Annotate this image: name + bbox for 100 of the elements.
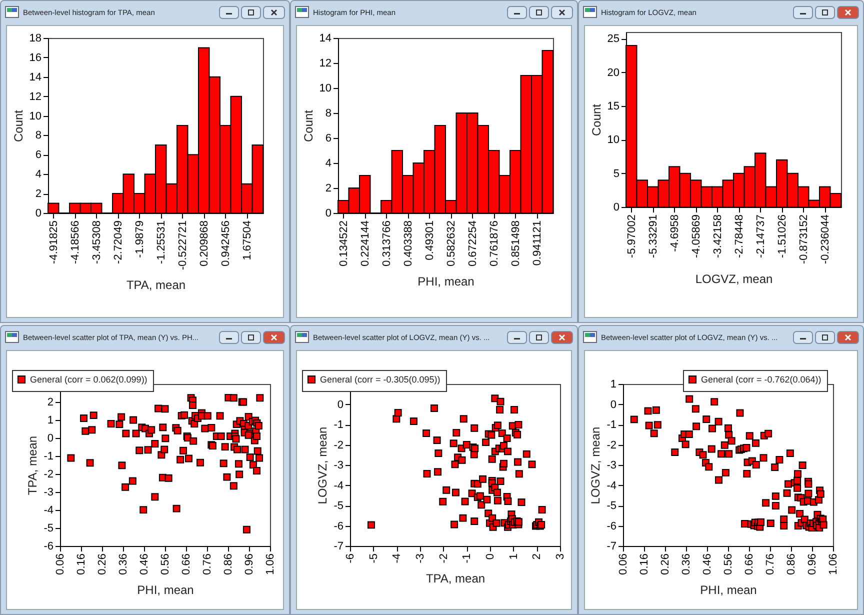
x-tick-label: 0.582632	[445, 220, 458, 266]
x-tick-label: 1.06	[264, 554, 276, 575]
x-tick-label: 0.403388	[402, 220, 414, 266]
y-tick-label: -7	[334, 540, 344, 552]
y-tick-label: 10	[29, 110, 42, 122]
x-tick-label: 0.761876	[488, 220, 500, 266]
y-tick-label: 16	[29, 52, 42, 64]
x-axis-title: PHI, mean	[700, 582, 757, 597]
legend-label: General (corr = -0.762(0.064))	[701, 374, 822, 384]
y-tick-label: 2	[35, 188, 42, 200]
y-tick-label: 8	[325, 108, 332, 120]
x-tick-label: 0.49301	[424, 220, 436, 260]
x-tick-label: -0.873152	[798, 214, 810, 264]
x-tick-label: -0.522721	[176, 220, 189, 270]
x-tick-label: -4.05869	[690, 214, 702, 258]
y-tick-label: 2	[47, 396, 54, 408]
x-tick-label: -5.33291	[647, 214, 660, 258]
y-tick-label: -3	[606, 460, 616, 472]
x-tick-label: 0.16	[76, 554, 88, 575]
y-axis-title: Count	[589, 103, 604, 136]
y-tick-label: -5	[44, 522, 54, 534]
x-tick-label: 0.06	[618, 554, 630, 575]
x-tick-label: 0.76	[764, 554, 776, 575]
x-tick-label: 0.56	[160, 554, 172, 575]
y-tick-label: 1	[47, 414, 54, 426]
y-tick-label: 0	[47, 432, 54, 444]
y-tick-label: -3	[334, 460, 344, 472]
x-tick-label: 2	[531, 554, 544, 560]
y-axis-title: TPA, mean	[26, 436, 40, 496]
x-tick-label: -4	[391, 554, 404, 564]
y-tick-label: -2	[44, 468, 54, 480]
legend-label: General (corr = -0.305(0.095))	[320, 374, 440, 384]
y-tick-label: -5	[606, 500, 616, 512]
y-tick-label: 20	[607, 66, 620, 79]
x-tick-label: 0.06	[54, 554, 66, 575]
y-tick-label: -2	[334, 439, 344, 452]
y-tick-label: 8	[35, 130, 42, 142]
x-tick-label: 0.96	[806, 554, 818, 575]
y-tick-label: 2	[325, 182, 332, 194]
x-tick-label: -2	[438, 554, 450, 564]
x-tick-label: 0.313766	[380, 220, 393, 266]
x-tick-label: 1.67504	[241, 220, 254, 260]
x-tick-label: 0.941121	[531, 220, 544, 266]
y-tick-label: 18	[29, 32, 42, 44]
x-tick-label: 1	[508, 554, 520, 560]
x-tick-label: 3	[554, 554, 566, 560]
x-tick-label: 0.86	[786, 554, 798, 575]
x-tick-label: 0.26	[96, 554, 108, 575]
y-tick-label: 15	[607, 100, 620, 113]
y-tick-label: -2	[606, 439, 616, 452]
x-tick-label: 0.46	[138, 554, 150, 575]
y-tick-label: 10	[607, 134, 620, 146]
y-tick-label: 6	[325, 132, 332, 144]
y-axis-title: LOGVZ, mean	[588, 426, 603, 504]
x-tick-label: -3.45308	[90, 220, 103, 264]
y-tick-label: 14	[29, 71, 42, 84]
x-tick-label: -2.14737	[754, 214, 767, 258]
x-tick-label: 0.851498	[510, 220, 522, 266]
x-tick-label: -1	[461, 554, 474, 564]
y-tick-label: 0	[613, 202, 620, 214]
y-tick-label: 14	[319, 32, 332, 44]
x-tick-label: -0.236044	[819, 214, 832, 264]
x-tick-label: 1.06	[828, 554, 840, 575]
legend-label: General (corr = 0.062(0.099))	[30, 374, 148, 384]
x-tick-label: -2.78448	[733, 214, 746, 258]
y-tick-label: 12	[29, 90, 42, 103]
y-tick-label: 25	[607, 33, 620, 46]
x-axis-title: TPA, mean	[426, 571, 486, 586]
x-tick-label: 0.36	[680, 554, 692, 575]
x-tick-label: -4.91825	[48, 220, 60, 264]
x-tick-label: 0	[484, 554, 496, 560]
y-tick-label: -4	[606, 480, 616, 492]
x-tick-label: 0.56	[722, 554, 734, 575]
y-tick-label: -5	[334, 500, 344, 512]
x-tick-label: 0.942456	[220, 220, 232, 266]
x-tick-label: -1.25531	[155, 220, 168, 264]
x-axis-title: PHI, mean	[137, 582, 194, 597]
x-tick-label: 0.66	[180, 554, 192, 575]
x-tick-label: -1.9879	[134, 220, 146, 258]
x-tick-label: -3	[414, 554, 426, 564]
y-tick-label: -6	[334, 520, 344, 532]
y-axis-title: LOGVZ, mean	[316, 426, 330, 504]
x-tick-label: 0.209868	[198, 220, 210, 266]
y-tick-label: -1	[334, 419, 344, 431]
x-tick-label: 0.16	[638, 554, 650, 575]
x-tick-label: -1.51026	[776, 214, 788, 258]
x-tick-label: 0.96	[244, 554, 256, 575]
y-axis-title: Count	[301, 109, 316, 142]
x-tick-label: -2.72049	[112, 220, 124, 264]
y-tick-label: 1	[610, 378, 616, 390]
y-tick-label: 12	[319, 58, 332, 70]
y-tick-label: -4	[44, 504, 54, 516]
x-tick-label: -3.42158	[712, 214, 724, 258]
x-tick-label: 0.76	[202, 554, 214, 575]
y-tick-label: -7	[606, 540, 616, 552]
x-tick-label: 0.224144	[359, 220, 372, 266]
y-tick-label: 4	[325, 158, 332, 170]
x-tick-label: 0.86	[222, 554, 234, 575]
y-axis-title: Count	[11, 109, 26, 142]
x-tick-label: -4.6958	[668, 214, 681, 252]
